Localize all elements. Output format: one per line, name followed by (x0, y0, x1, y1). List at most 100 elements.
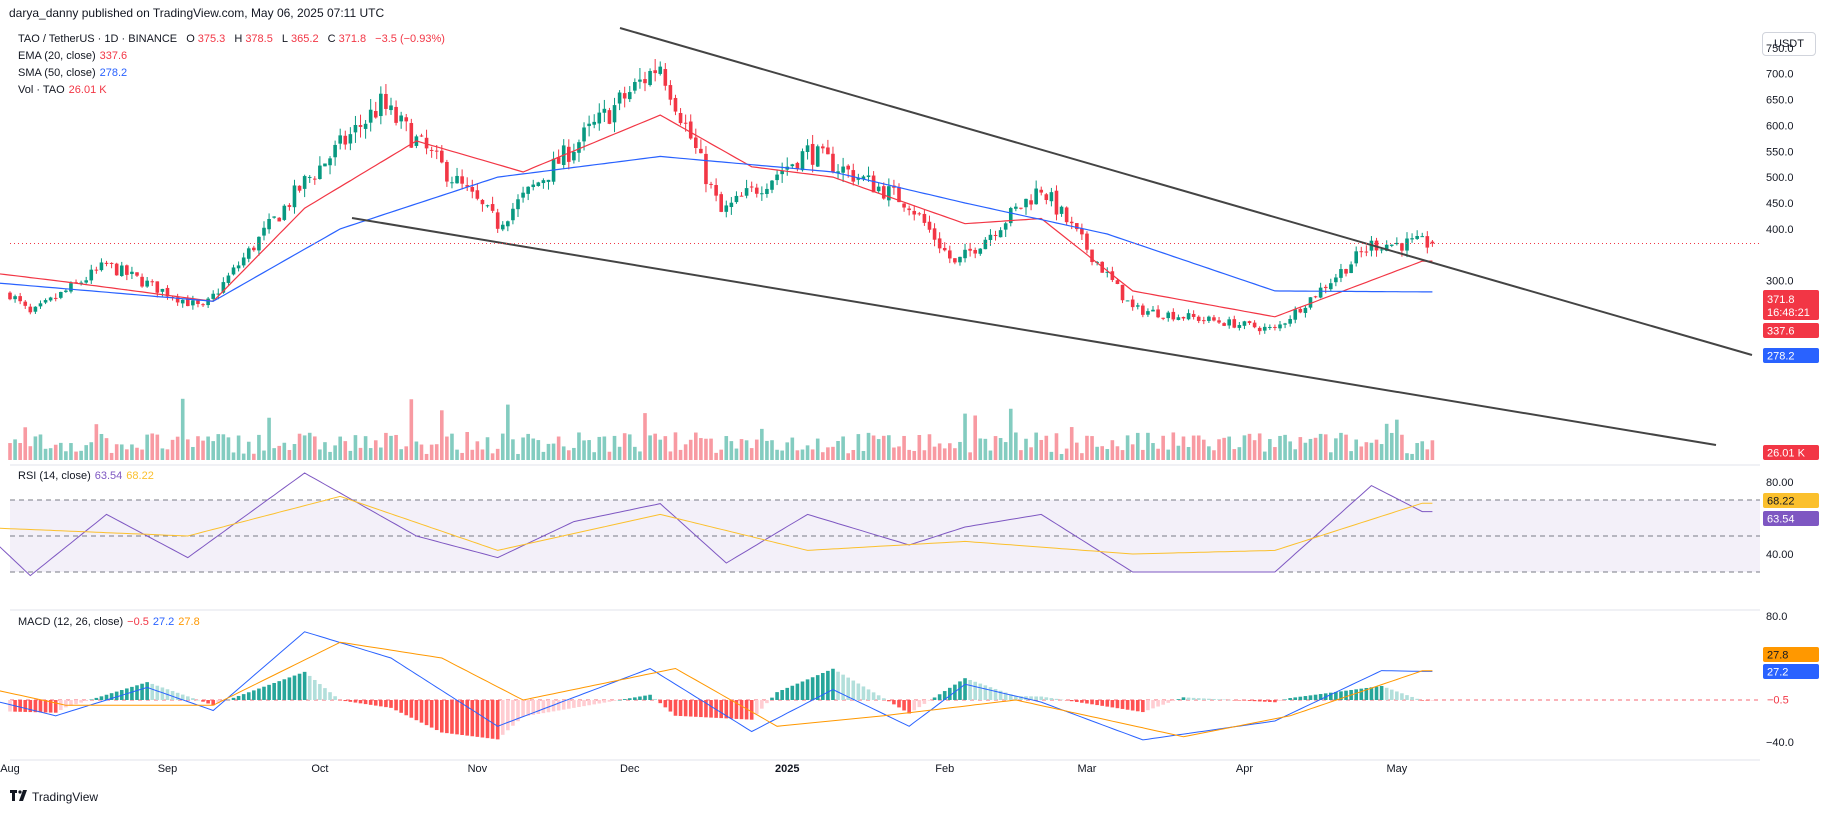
rsi-legend[interactable]: RSI (14, close) 63.54 68.22 (18, 470, 154, 482)
macd-histogram-bar (1242, 700, 1247, 701)
candle-body (1217, 320, 1221, 323)
sma-legend[interactable]: SMA (50, close) 278.2 (18, 67, 128, 79)
candle-body (180, 299, 185, 304)
macd-histogram-bar (866, 689, 871, 700)
volume-bar (333, 445, 337, 460)
rsi-ma-badge-bg (1763, 493, 1819, 508)
volume-bar (1039, 439, 1044, 460)
footer-brand[interactable]: TradingView (10, 790, 98, 804)
x-tick-label: Nov (468, 763, 488, 775)
volume-bar (785, 442, 790, 460)
volume-bar (607, 451, 612, 460)
volume-legend[interactable]: Vol · TAO 26.01 K (18, 84, 107, 96)
macd-histogram-bar (241, 694, 246, 700)
macd-histogram-bar (1237, 700, 1242, 701)
macd-histogram-bar (1090, 700, 1094, 705)
macd-histogram-bar (211, 700, 215, 706)
macd-histogram-bar (1425, 700, 1430, 701)
macd-histogram-bar (881, 698, 886, 700)
volume-bar (861, 450, 866, 460)
volume-bar (714, 452, 718, 460)
candle-body (1191, 313, 1196, 317)
volume-bar (968, 452, 972, 460)
macd-histogram-bar (475, 700, 480, 737)
macd-histogram-bar (353, 700, 358, 703)
volume-bar (1075, 442, 1079, 460)
volume-bar (744, 440, 749, 460)
candle-body (1420, 236, 1425, 238)
macd-histogram-bar (495, 700, 500, 740)
volume-bar (795, 450, 800, 460)
macd-histogram-bar (180, 694, 185, 700)
candle-body (871, 175, 876, 193)
candle-body (140, 276, 144, 287)
candle-body (582, 127, 586, 142)
macd-histogram-bar (338, 700, 342, 701)
macd-histogram-bar (358, 700, 363, 704)
macd-histogram-bar (1293, 697, 1298, 700)
ema-legend[interactable]: EMA (20, close) 337.6 (18, 50, 128, 62)
volume-bar (836, 441, 840, 460)
volume-bar (577, 432, 581, 460)
candle-body (206, 298, 210, 306)
volume-bar (18, 443, 22, 460)
macd-histogram-bar (1196, 698, 1201, 700)
volume-bar (399, 449, 403, 460)
volume-bar (373, 440, 378, 460)
volume-bar (948, 443, 952, 460)
macd-legend[interactable]: MACD (12, 26, close) −0.5 27.2 27.8 (18, 616, 200, 628)
macd-histogram-bar (790, 685, 795, 700)
macd-histogram-bar (1227, 699, 1231, 701)
volume-bar (379, 447, 383, 460)
macd-histogram-bar (277, 681, 282, 700)
candle-body (465, 185, 469, 187)
candle-body (922, 213, 927, 223)
volume-bar (434, 444, 439, 460)
candle-body (1166, 312, 1171, 319)
volume-bar (1313, 437, 1318, 460)
candle-body (1196, 316, 1201, 321)
volume-bar (130, 444, 134, 460)
macd-histogram-bar (1034, 696, 1038, 700)
macd-histogram-bar (257, 688, 261, 700)
macd-histogram-bar (455, 700, 459, 735)
macd-histogram-bar (191, 698, 195, 700)
symbol-legend[interactable]: TAO / TetherUS · 1D · BINANCE O 375.3 H 37… (18, 33, 448, 45)
macd-histogram-bar (1166, 700, 1171, 703)
rsi-ma-line (0, 495, 1433, 555)
volume-bar (1293, 449, 1298, 460)
volume-bar (907, 449, 911, 460)
macd-histogram-bar (871, 692, 876, 700)
candle-body (719, 194, 723, 212)
macd-histogram-bar (815, 675, 820, 700)
volume-bar (175, 436, 180, 460)
candle-body (460, 176, 464, 184)
volume-bar (48, 448, 53, 460)
candle-body (28, 306, 33, 313)
x-tick-label: Feb (935, 763, 954, 775)
volume-bar (252, 453, 256, 460)
volume-bar (1379, 444, 1384, 460)
macd-histogram-bar (1115, 700, 1120, 709)
signal-badge-bg (1763, 647, 1819, 662)
x-tick-label: Aug (0, 763, 20, 775)
macd-histogram-bar (729, 700, 734, 719)
currency-unit-button[interactable]: USDT (1762, 32, 1816, 56)
candle-body (130, 271, 134, 274)
candle-body (1085, 233, 1089, 250)
volume-bar (953, 448, 957, 460)
volume-bar (206, 436, 210, 460)
volume-bar (1268, 439, 1272, 460)
volume-bar (1262, 451, 1267, 460)
macd-histogram-bar (18, 700, 22, 712)
macd-histogram-bar (1075, 700, 1079, 702)
macd-histogram-bar (150, 683, 155, 700)
macd-histogram-bar (1069, 700, 1074, 702)
volume-bar (404, 446, 409, 460)
volume-bar (1364, 442, 1369, 460)
volume-bar (709, 438, 713, 460)
volume-bar (236, 435, 241, 460)
candle-body (694, 137, 698, 149)
volume-bar (1034, 432, 1038, 460)
